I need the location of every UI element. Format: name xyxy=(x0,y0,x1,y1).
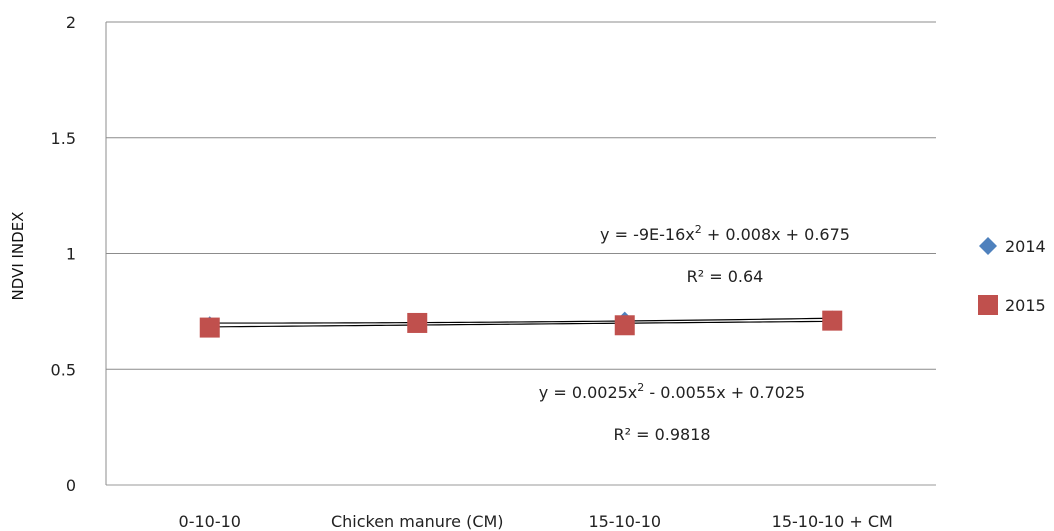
trendline-r2: R² = 0.9818 xyxy=(613,425,710,444)
marker-2015 xyxy=(407,312,428,333)
y-tick-label: 0.5 xyxy=(51,360,76,379)
marker-2015 xyxy=(199,317,220,338)
legend-marker-2015 xyxy=(978,295,998,315)
y-tick-label: 1.5 xyxy=(51,129,76,148)
trendline-r2: R² = 0.64 xyxy=(687,267,764,286)
x-category-label: 0-10-10 xyxy=(179,512,241,531)
trendline-2015 xyxy=(209,317,833,324)
legend-label-2015: 2015 xyxy=(1005,296,1046,315)
y-tick-labels: 0 0.5 1 1.5 2 xyxy=(51,13,76,495)
trendline-equation: y = 0.0025x2 - 0.0055x + 0.7025 xyxy=(539,381,805,402)
data-markers xyxy=(199,310,843,338)
y-tick-label: 1 xyxy=(66,245,76,264)
trendline-equation: y = -9E-16x2 + 0.008x + 0.675 xyxy=(600,223,850,244)
y-axis-label: NDVI INDEX xyxy=(9,212,27,301)
trendline-equations: y = -9E-16x2 + 0.008x + 0.675 R² = 0.64 y … xyxy=(539,223,850,444)
y-tick-label: 2 xyxy=(66,13,76,32)
grid-lines xyxy=(105,21,936,486)
x-category-label: Chicken manure (CM) xyxy=(331,512,504,531)
legend: 2014 2015 xyxy=(978,237,1046,315)
x-category-labels: 0-10-10 Chicken manure (CM) 15-10-10 15-10-… xyxy=(179,512,893,531)
legend-marker-2014 xyxy=(979,237,997,255)
trendlines xyxy=(209,317,833,328)
x-category-label: 15-10-10 xyxy=(588,512,661,531)
y-tick-label: 0 xyxy=(66,476,76,495)
marker-2015 xyxy=(822,310,843,331)
marker-2015 xyxy=(614,315,635,336)
x-category-label: 15-10-10 + CM xyxy=(772,512,893,531)
legend-label-2014: 2014 xyxy=(1005,237,1046,256)
trendline-2014 xyxy=(209,320,833,328)
